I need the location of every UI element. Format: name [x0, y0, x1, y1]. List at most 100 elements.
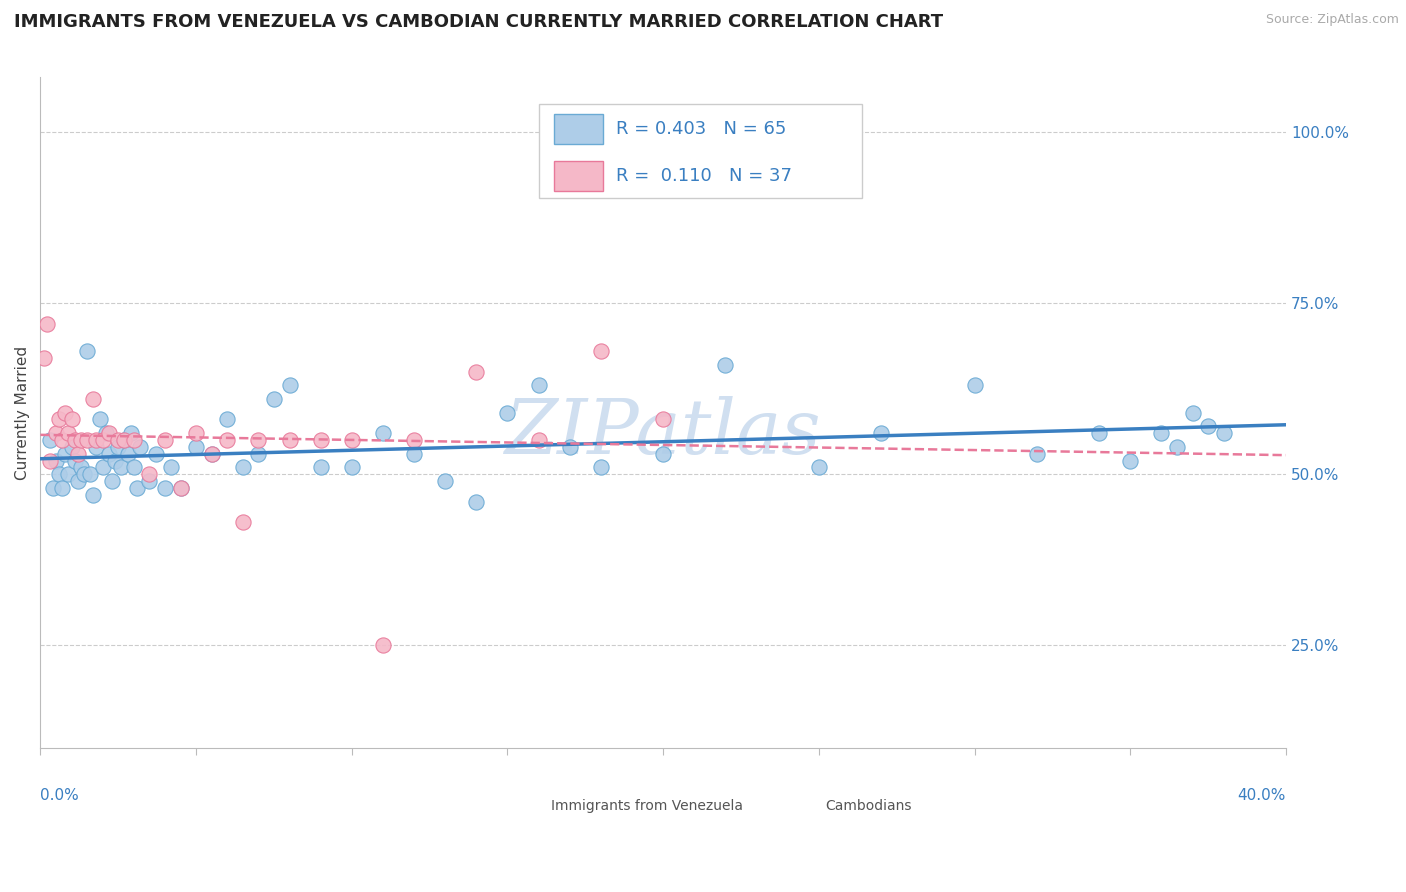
Point: [138, 467, 160, 482]
Point: [263, 392, 285, 406]
Point: [104, 453, 127, 467]
Point: [1119, 453, 1142, 467]
Y-axis label: Currently Married: Currently Married: [15, 345, 30, 480]
Point: [32, 351, 55, 365]
Point: [870, 426, 893, 441]
Point: [60, 412, 83, 426]
Bar: [538, 104, 862, 198]
Point: [184, 440, 207, 454]
Text: 0.0%: 0.0%: [41, 788, 79, 803]
Point: [38, 453, 60, 467]
Point: [340, 433, 363, 447]
Text: IMMIGRANTS FROM VENEZUELA VS CAMBODIAN CURRENTLY MARRIED CORRELATION CHART: IMMIGRANTS FROM VENEZUELA VS CAMBODIAN C…: [14, 13, 943, 31]
Point: [527, 378, 550, 392]
Point: [38, 433, 60, 447]
Point: [160, 460, 183, 475]
Point: [42, 481, 65, 495]
Point: [82, 488, 104, 502]
Point: [217, 412, 239, 426]
Point: [1088, 426, 1111, 441]
Point: [79, 467, 101, 482]
Point: [51, 433, 73, 447]
Point: [86, 433, 108, 447]
Point: [76, 344, 98, 359]
Point: [278, 378, 301, 392]
Point: [652, 412, 675, 426]
Point: [53, 406, 76, 420]
Point: [48, 412, 70, 426]
Point: [63, 433, 86, 447]
Point: [48, 467, 70, 482]
Point: [89, 412, 111, 426]
Point: [232, 515, 254, 529]
Point: [1197, 419, 1219, 434]
Point: [465, 365, 488, 379]
Point: [169, 481, 191, 495]
Text: 40.0%: 40.0%: [1237, 788, 1286, 803]
Point: [51, 481, 73, 495]
Point: [73, 467, 96, 482]
Point: [129, 440, 152, 454]
Point: [247, 433, 270, 447]
Point: [58, 467, 80, 482]
Text: ZIPatlas: ZIPatlas: [505, 396, 821, 470]
Point: [70, 433, 93, 447]
Point: [53, 447, 76, 461]
Point: [120, 426, 142, 441]
Point: [145, 447, 167, 461]
FancyBboxPatch shape: [513, 798, 546, 814]
Point: [1150, 426, 1173, 441]
Point: [232, 460, 254, 475]
Point: [652, 447, 675, 461]
Point: [247, 447, 270, 461]
Point: [153, 433, 176, 447]
Point: [1166, 440, 1188, 454]
Point: [66, 447, 89, 461]
Point: [70, 460, 93, 475]
Point: [110, 460, 132, 475]
Point: [1025, 447, 1047, 461]
Point: [558, 440, 581, 454]
Point: [114, 433, 136, 447]
Point: [101, 474, 124, 488]
Point: [97, 447, 120, 461]
Point: [35, 317, 58, 331]
Point: [153, 481, 176, 495]
Point: [963, 378, 986, 392]
Point: [371, 426, 394, 441]
Point: [340, 460, 363, 475]
Point: [91, 460, 114, 475]
Point: [201, 447, 224, 461]
Point: [122, 460, 145, 475]
Point: [107, 433, 129, 447]
Point: [589, 460, 612, 475]
Point: [138, 474, 160, 488]
Point: [45, 453, 67, 467]
FancyBboxPatch shape: [787, 798, 818, 814]
Point: [217, 433, 239, 447]
Point: [91, 433, 114, 447]
Point: [45, 426, 67, 441]
Point: [122, 433, 145, 447]
Text: R = 0.403   N = 65: R = 0.403 N = 65: [616, 120, 786, 138]
Point: [76, 433, 98, 447]
Point: [404, 433, 426, 447]
Point: [309, 433, 332, 447]
Text: R =  0.110   N = 37: R = 0.110 N = 37: [616, 168, 792, 186]
Point: [496, 406, 519, 420]
Text: Cambodians: Cambodians: [825, 799, 911, 814]
Point: [404, 447, 426, 461]
Point: [169, 481, 191, 495]
Point: [94, 426, 117, 441]
Point: [589, 344, 612, 359]
Point: [278, 433, 301, 447]
Point: [66, 474, 89, 488]
Text: Source: ZipAtlas.com: Source: ZipAtlas.com: [1265, 13, 1399, 27]
Point: [117, 447, 139, 461]
Point: [1181, 406, 1204, 420]
Point: [60, 440, 83, 454]
Text: Immigrants from Venezuela: Immigrants from Venezuela: [551, 799, 744, 814]
Point: [82, 392, 104, 406]
Point: [107, 440, 129, 454]
Point: [184, 426, 207, 441]
